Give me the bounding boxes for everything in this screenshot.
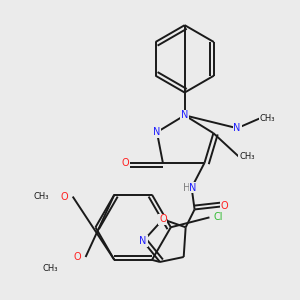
Text: N: N	[153, 127, 161, 137]
Text: O: O	[61, 192, 68, 202]
Text: CH₃: CH₃	[33, 192, 49, 201]
Text: N: N	[181, 110, 188, 120]
Text: O: O	[220, 202, 228, 212]
Text: O: O	[122, 158, 129, 168]
Text: CH₃: CH₃	[260, 114, 275, 123]
Text: Cl: Cl	[214, 212, 224, 222]
Text: N: N	[233, 123, 241, 133]
Text: CH₃: CH₃	[239, 152, 255, 161]
Text: H: H	[183, 183, 190, 193]
Text: O: O	[159, 214, 167, 224]
Text: O: O	[74, 252, 81, 262]
Text: CH₃: CH₃	[42, 264, 58, 273]
Text: N: N	[140, 236, 147, 246]
Text: N: N	[189, 183, 197, 193]
